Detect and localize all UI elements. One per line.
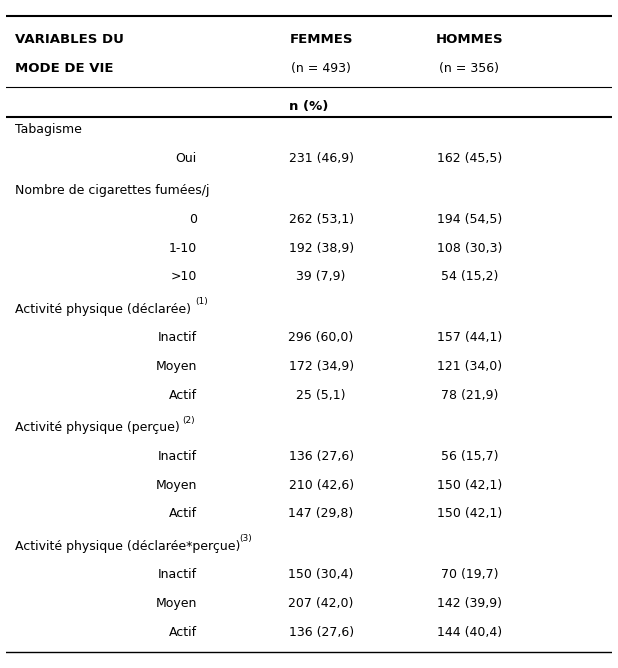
Text: 56 (15,7): 56 (15,7): [441, 450, 498, 463]
Text: 147 (29,8): 147 (29,8): [289, 508, 353, 520]
Text: (n = 493): (n = 493): [291, 62, 351, 75]
Text: 25 (5,1): 25 (5,1): [297, 389, 346, 402]
Text: Actif: Actif: [169, 389, 197, 402]
Text: Oui: Oui: [176, 152, 197, 165]
Text: 1-10: 1-10: [169, 242, 197, 255]
Text: n (%): n (%): [289, 100, 329, 113]
Text: MODE DE VIE: MODE DE VIE: [15, 62, 114, 75]
Text: 192 (38,9): 192 (38,9): [289, 242, 353, 255]
Text: 54 (15,2): 54 (15,2): [441, 271, 498, 283]
Text: 150 (42,1): 150 (42,1): [437, 508, 502, 520]
Text: 70 (19,7): 70 (19,7): [441, 568, 498, 581]
Text: Activité physique (perçue): Activité physique (perçue): [15, 421, 180, 434]
Text: 162 (45,5): 162 (45,5): [437, 152, 502, 165]
Text: 150 (42,1): 150 (42,1): [437, 479, 502, 492]
Text: Nombre de cigarettes fumées/j: Nombre de cigarettes fumées/j: [15, 184, 210, 197]
Text: Moyen: Moyen: [156, 597, 197, 610]
Text: 296 (60,0): 296 (60,0): [289, 331, 353, 345]
Text: >10: >10: [171, 271, 197, 283]
Text: 121 (34,0): 121 (34,0): [437, 360, 502, 373]
Text: 210 (42,6): 210 (42,6): [289, 479, 353, 492]
Text: 207 (42,0): 207 (42,0): [289, 597, 353, 610]
Text: 142 (39,9): 142 (39,9): [437, 597, 502, 610]
Text: (n = 356): (n = 356): [439, 62, 499, 75]
Text: 157 (44,1): 157 (44,1): [437, 331, 502, 345]
Text: HOMMES: HOMMES: [436, 33, 503, 46]
Text: Activité physique (déclarée): Activité physique (déclarée): [15, 303, 191, 315]
Text: 39 (7,9): 39 (7,9): [297, 271, 346, 283]
Text: 136 (27,6): 136 (27,6): [289, 450, 353, 463]
Text: 231 (46,9): 231 (46,9): [289, 152, 353, 165]
Text: Moyen: Moyen: [156, 360, 197, 373]
Text: 172 (34,9): 172 (34,9): [289, 360, 353, 373]
Text: Actif: Actif: [169, 508, 197, 520]
Text: (2): (2): [182, 416, 195, 425]
Text: (3): (3): [239, 534, 252, 543]
Text: 194 (54,5): 194 (54,5): [437, 213, 502, 226]
Text: 78 (21,9): 78 (21,9): [441, 389, 498, 402]
Text: Inactif: Inactif: [158, 331, 197, 345]
Text: FEMMES: FEMMES: [289, 33, 353, 46]
Text: Moyen: Moyen: [156, 479, 197, 492]
Text: Tabagisme: Tabagisme: [15, 123, 82, 136]
Text: 150 (30,4): 150 (30,4): [289, 568, 353, 581]
Text: Activité physique (déclarée*perçue): Activité physique (déclarée*perçue): [15, 540, 240, 552]
Text: 144 (40,4): 144 (40,4): [437, 626, 502, 639]
Text: (1): (1): [195, 297, 208, 307]
Text: 0: 0: [189, 213, 197, 226]
Text: Inactif: Inactif: [158, 450, 197, 463]
Text: 136 (27,6): 136 (27,6): [289, 626, 353, 639]
Text: Inactif: Inactif: [158, 568, 197, 581]
Text: 262 (53,1): 262 (53,1): [289, 213, 353, 226]
Text: VARIABLES DU: VARIABLES DU: [15, 33, 124, 46]
Text: Actif: Actif: [169, 626, 197, 639]
Text: 108 (30,3): 108 (30,3): [437, 242, 502, 255]
